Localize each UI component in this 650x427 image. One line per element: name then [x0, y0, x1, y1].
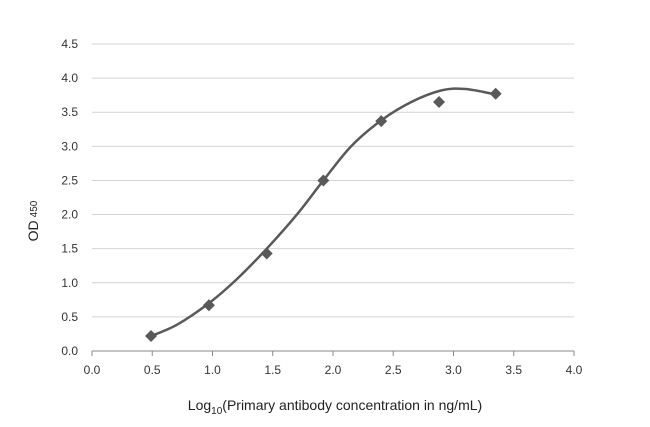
x-axis-title: Log10(Primary antibody concentration in … [188, 397, 482, 417]
y-tick-label: 1.5 [61, 242, 78, 256]
y-tick-label: 4.5 [61, 37, 78, 51]
data-point-marker [317, 174, 330, 187]
x-tick-label: 3.5 [505, 363, 522, 377]
trend-layer [150, 87, 496, 338]
data-point-marker [489, 87, 502, 100]
data-point-marker [375, 115, 388, 128]
y-tick-label: 2.5 [61, 173, 78, 187]
x-axis-title-prefix: Log [188, 397, 211, 413]
x-tick-label: 3.0 [445, 363, 462, 377]
marker-layer [145, 87, 502, 342]
y-axis-title-main: OD [25, 220, 41, 241]
x-tick-label: 2.0 [325, 363, 342, 377]
x-tick-label: 0.0 [84, 363, 101, 377]
y-tick-label: 3.0 [61, 139, 78, 153]
x-tick-label: 0.5 [144, 363, 161, 377]
y-tick-label: 1.0 [61, 276, 78, 290]
y-tick-label: 3.5 [61, 105, 78, 119]
data-point-marker [202, 299, 215, 312]
data-point-marker [145, 329, 158, 342]
x-tick-label: 2.5 [385, 363, 402, 377]
x-axis-title-rest: (Primary antibody concentration in ng/mL… [222, 397, 482, 413]
y-tick-label: 2.0 [61, 208, 78, 222]
y-tick-label: 4.0 [61, 71, 78, 85]
grid-layer [92, 43, 574, 318]
x-tick-label: 4.0 [566, 363, 583, 377]
x-axis-title-subscript: 10 [211, 406, 223, 417]
data-point-marker [433, 95, 446, 108]
x-tick-label: 1.5 [264, 363, 281, 377]
y-tick-labels: 0.0 0.5 1.0 1.5 2.0 2.5 3.0 3.5 4.0 4.5 [61, 37, 78, 358]
data-point-marker [260, 247, 273, 260]
y-tick-label: 0.5 [61, 310, 78, 324]
x-tick-label: 1.0 [204, 363, 221, 377]
y-axis-title-subscript: 450 [29, 200, 40, 217]
x-tick-labels: 0.0 0.5 1.0 1.5 2.0 2.5 3.0 3.5 4.0 [84, 363, 583, 377]
axis-layer [91, 350, 575, 356]
y-axis-title: OD 450 [25, 200, 41, 241]
y-tick-label: 0.0 [61, 344, 78, 358]
trend-line [150, 87, 496, 338]
